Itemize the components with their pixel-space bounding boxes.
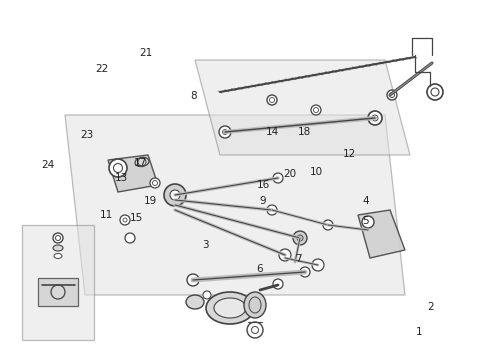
Text: 23: 23 bbox=[80, 130, 94, 140]
Circle shape bbox=[109, 159, 127, 177]
Circle shape bbox=[219, 126, 230, 138]
Bar bbox=[38, 278, 78, 306]
Ellipse shape bbox=[185, 295, 203, 309]
Circle shape bbox=[186, 274, 199, 286]
Ellipse shape bbox=[135, 157, 149, 167]
Polygon shape bbox=[357, 210, 404, 258]
Text: 6: 6 bbox=[255, 264, 262, 274]
Text: 9: 9 bbox=[259, 196, 266, 206]
Text: 17: 17 bbox=[134, 158, 147, 168]
Text: 12: 12 bbox=[342, 149, 355, 159]
Text: 5: 5 bbox=[362, 216, 368, 226]
Circle shape bbox=[272, 173, 283, 183]
Ellipse shape bbox=[214, 298, 245, 318]
Text: 21: 21 bbox=[139, 48, 152, 58]
Text: 13: 13 bbox=[114, 173, 128, 183]
Text: 16: 16 bbox=[256, 180, 269, 190]
Circle shape bbox=[246, 322, 263, 338]
Circle shape bbox=[323, 220, 332, 230]
Circle shape bbox=[266, 95, 276, 105]
Circle shape bbox=[386, 90, 396, 100]
Text: 2: 2 bbox=[426, 302, 433, 312]
Circle shape bbox=[361, 216, 373, 228]
Ellipse shape bbox=[244, 292, 265, 318]
Ellipse shape bbox=[205, 292, 253, 324]
Circle shape bbox=[51, 285, 65, 299]
Circle shape bbox=[279, 249, 290, 261]
Circle shape bbox=[426, 84, 442, 100]
Polygon shape bbox=[108, 155, 158, 192]
Circle shape bbox=[311, 259, 324, 271]
Text: 14: 14 bbox=[265, 127, 279, 138]
Polygon shape bbox=[65, 115, 404, 295]
Text: 24: 24 bbox=[41, 160, 55, 170]
Bar bbox=[22, 225, 94, 340]
Ellipse shape bbox=[54, 253, 62, 258]
Circle shape bbox=[266, 205, 276, 215]
Circle shape bbox=[272, 279, 283, 289]
Circle shape bbox=[299, 267, 309, 277]
Text: 8: 8 bbox=[189, 91, 196, 102]
Text: 19: 19 bbox=[143, 196, 157, 206]
Text: 20: 20 bbox=[283, 168, 295, 179]
Text: 1: 1 bbox=[415, 327, 422, 337]
Circle shape bbox=[125, 233, 135, 243]
Circle shape bbox=[120, 215, 130, 225]
Circle shape bbox=[163, 184, 185, 206]
Text: 11: 11 bbox=[100, 210, 113, 220]
Text: 7: 7 bbox=[294, 254, 301, 264]
Circle shape bbox=[170, 190, 180, 200]
Text: 18: 18 bbox=[297, 127, 310, 138]
Circle shape bbox=[150, 178, 160, 188]
Circle shape bbox=[367, 111, 381, 125]
Polygon shape bbox=[195, 60, 409, 155]
Ellipse shape bbox=[53, 245, 63, 251]
Text: 15: 15 bbox=[129, 213, 142, 223]
Text: 10: 10 bbox=[310, 167, 323, 177]
Circle shape bbox=[292, 231, 306, 245]
Text: 4: 4 bbox=[362, 196, 368, 206]
Text: 3: 3 bbox=[202, 240, 208, 250]
Circle shape bbox=[203, 291, 210, 299]
Text: 22: 22 bbox=[95, 64, 108, 74]
Circle shape bbox=[53, 233, 63, 243]
Circle shape bbox=[310, 105, 320, 115]
